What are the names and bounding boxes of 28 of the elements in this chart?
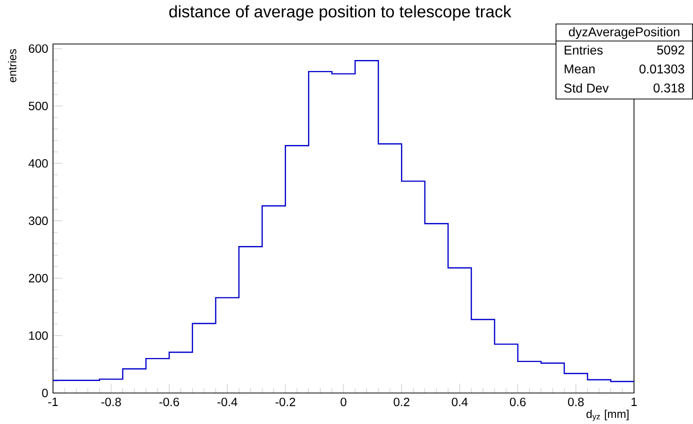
text: 0.01303: [639, 64, 684, 74]
x-tick-label: -0.8: [101, 398, 121, 406]
y-axis-title: entries: [8, 49, 16, 82]
text: 0.318: [654, 84, 684, 92]
x-tick-label: 0.8: [568, 398, 584, 406]
annotation: Mean: [564, 64, 595, 74]
y-tick-label: 600: [28, 44, 48, 53]
x-tick-label: 0: [340, 398, 346, 406]
y-tick-label: 200: [28, 274, 48, 282]
text: 5092: [657, 46, 684, 54]
x-tick-label: -1: [48, 398, 58, 406]
y-tick-label: 0: [42, 388, 48, 398]
y-tick-label: 100: [29, 331, 48, 340]
y-tick-label: 400: [28, 159, 48, 168]
y-tick-label: 300: [28, 216, 48, 226]
y-tick-label: 500: [28, 102, 48, 110]
x-tick-label: -0.2: [276, 398, 296, 406]
x-tick-label: -0.4: [218, 398, 238, 406]
x-tick-label: 0.6: [510, 398, 526, 406]
chart-title: distance of average position to telescope track: [169, 5, 512, 21]
annotation: Std Dev: [564, 83, 609, 93]
text: dyzAveragePosition: [568, 27, 680, 39]
annotation: Entries: [564, 45, 603, 55]
x-tick-label: 0.4: [452, 398, 468, 406]
x-axis-title: d$_{yz}$ [mm]: [586, 410, 628, 421]
x-tick-label: -0.6: [159, 398, 180, 406]
x-tick-label: 0.2: [394, 398, 410, 406]
x-tick-label: 1: [632, 398, 637, 406]
